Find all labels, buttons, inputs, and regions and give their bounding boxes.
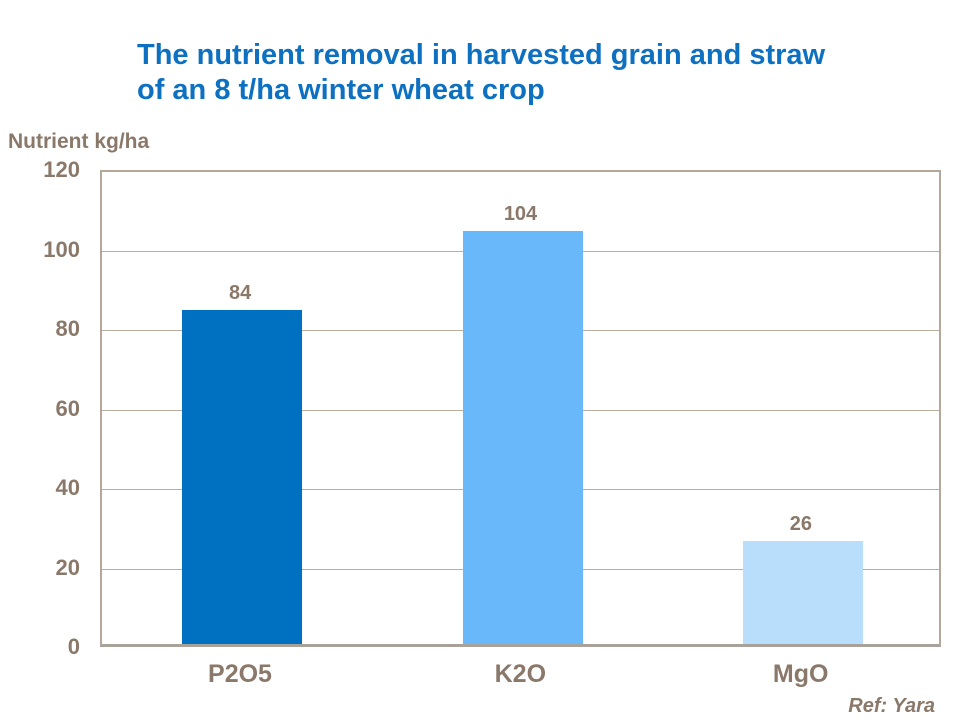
y-tick-label-80: 80 — [55, 316, 80, 341]
y-tick-label-0: 0 — [67, 634, 80, 659]
bar-value-label-P2O5: 84 — [229, 282, 252, 304]
y-tick-label-40: 40 — [55, 475, 80, 500]
plot-area — [100, 170, 941, 647]
bar-value-label-K2O: 104 — [503, 203, 538, 225]
chart-title-line2: of an 8 t/ha winter wheat crop — [137, 74, 545, 106]
y-tick-label-20: 20 — [55, 554, 80, 580]
bar-P2O5 — [182, 310, 303, 644]
y-tick-label-60: 60 — [55, 395, 80, 421]
chart-title: The nutrient removal in harvested grain … — [137, 38, 927, 108]
bar-K2O — [462, 231, 583, 644]
x-tick-label-MgO: MgO — [772, 660, 829, 688]
x-tick-label-K2O: K2O — [494, 660, 547, 688]
bar-MgO — [742, 541, 863, 644]
reference-note: Ref: Yara — [848, 695, 935, 717]
y-axis-title: Nutrient kg/ha — [8, 130, 150, 153]
chart-title-line1: The nutrient removal in harvested grain … — [137, 39, 826, 71]
y-tick-label-100: 100 — [43, 236, 80, 262]
bar-value-label-MgO: 26 — [789, 513, 812, 535]
y-tick-label-120: 120 — [43, 157, 80, 182]
x-tick-label-P2O5: P2O5 — [208, 660, 272, 688]
